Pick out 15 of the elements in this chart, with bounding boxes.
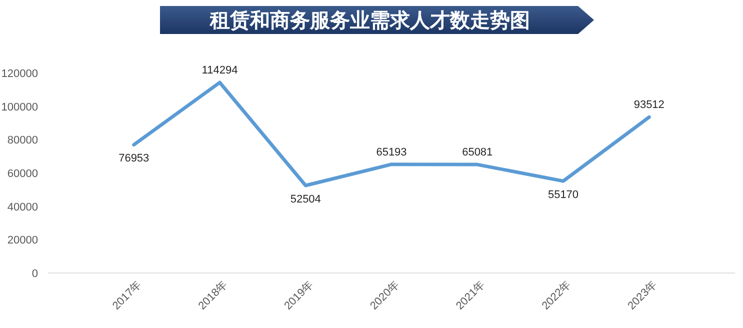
data-label: 55170 (548, 189, 579, 202)
y-tick-label: 100000 (1, 101, 38, 114)
data-label: 114294 (202, 64, 238, 77)
y-tick-label: 40000 (7, 201, 38, 214)
data-label: 76953 (118, 152, 150, 165)
y-tick-label: 60000 (7, 168, 38, 180)
data-label: 65193 (376, 146, 407, 158)
chart-title: 租赁和商务服务业需求人才数走势图 (209, 8, 530, 32)
data-label: 65081 (462, 146, 493, 159)
y-tick-label: 120000 (1, 68, 38, 80)
y-tick-label: 20000 (7, 234, 38, 247)
data-label: 52504 (290, 193, 321, 206)
y-tick-label: 0 (32, 268, 38, 280)
data-label: 93512 (634, 99, 664, 112)
y-tick-label: 80000 (7, 134, 38, 147)
